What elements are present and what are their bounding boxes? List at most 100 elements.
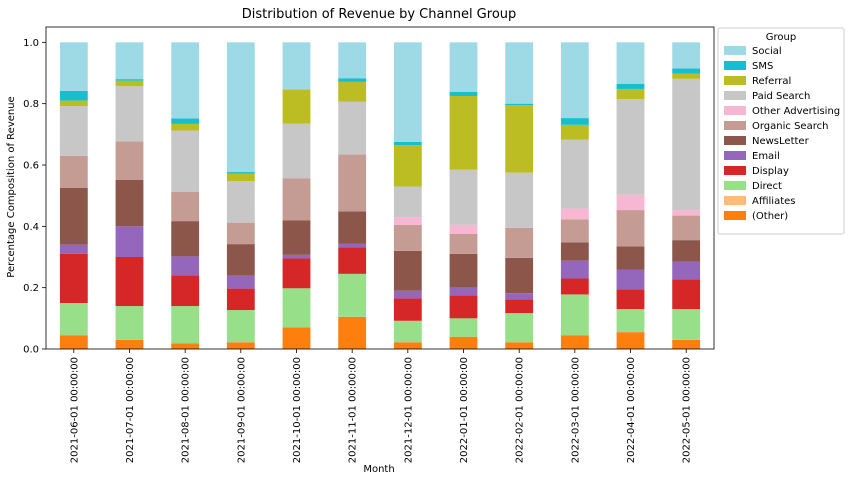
- bar-segment-9-3: [560, 278, 589, 295]
- bar-segment-9-6: [560, 219, 589, 243]
- y-tick-label-3: 0.6: [23, 161, 39, 172]
- legend-title: Group: [766, 32, 796, 43]
- x-tick-label-11: 2022-05-01 00:00:00: [682, 357, 693, 463]
- bar-segment-7-9: [449, 96, 478, 170]
- bar-segment-10-9: [616, 88, 645, 100]
- bar-segment-5-9: [338, 81, 367, 102]
- bar-segment-8-2: [505, 313, 534, 343]
- bar-segment-0-6: [59, 155, 88, 188]
- bar-segment-5-10: [338, 78, 367, 82]
- bar-segment-0-9: [59, 100, 88, 107]
- bar-segment-7-7: [449, 224, 478, 234]
- legend-swatch-0: [724, 46, 746, 55]
- bar-segment-8-4: [505, 293, 534, 300]
- bar-segment-1-9: [115, 80, 144, 87]
- bar-segment-1-6: [115, 141, 144, 180]
- y-tick-label-1: 0.2: [23, 283, 39, 294]
- bar-segment-10-7: [616, 194, 645, 211]
- legend-label-6: NewsLetter: [752, 136, 810, 147]
- legend-label-4: Other Advertising: [752, 106, 840, 117]
- bar-segment-2-2: [171, 306, 200, 344]
- chart-title: Distribution of Revenue by Channel Group: [242, 7, 517, 22]
- bar-segment-3-11: [226, 42, 255, 173]
- legend-swatch-4: [724, 106, 746, 115]
- bar-segment-2-10: [171, 118, 200, 124]
- bar-segment-4-8: [282, 123, 311, 179]
- x-tick-label-3: 2021-09-01 00:00:00: [236, 357, 247, 463]
- bar-segment-1-0: [115, 339, 144, 349]
- y-tick-label-0: 0.0: [23, 345, 39, 356]
- bar-segment-2-4: [171, 256, 200, 276]
- x-axis: 2021-06-01 00:00:00 2021-07-01 00:00:00 20…: [69, 349, 693, 463]
- x-tick-label-4: 2021-10-01 00:00:00: [292, 357, 303, 463]
- bar-segment-11-11: [672, 42, 701, 69]
- bar-segment-3-0: [226, 342, 255, 349]
- bar-segment-7-0: [449, 336, 478, 349]
- bar-segment-2-5: [171, 221, 200, 257]
- bar-segment-10-11: [616, 42, 645, 84]
- bar-segment-0-5: [59, 188, 88, 245]
- bar-segment-3-9: [226, 173, 255, 182]
- bar-segment-8-10: [505, 103, 534, 106]
- bar-segment-4-9: [282, 89, 311, 124]
- legend-swatch-7: [724, 151, 746, 160]
- bar-segment-5-8: [338, 101, 367, 155]
- bar-segment-2-8: [171, 130, 200, 192]
- bar-segment-4-3: [282, 258, 311, 289]
- bar-segment-4-0: [282, 327, 311, 349]
- bar-segment-7-6: [449, 234, 478, 254]
- bar-segment-8-5: [505, 257, 534, 294]
- bar-segment-1-4: [115, 226, 144, 257]
- legend-label-3: Paid Search: [752, 91, 810, 102]
- bar-segment-2-6: [171, 191, 200, 222]
- bar-segment-11-7: [672, 210, 701, 216]
- bar-segment-6-8: [393, 186, 422, 218]
- bar-segment-7-8: [449, 169, 478, 225]
- bar-segment-0-0: [59, 335, 88, 349]
- bar-segment-10-6: [616, 210, 645, 247]
- y-tick-label-4: 0.8: [23, 99, 39, 110]
- legend-label-7: Email: [752, 151, 780, 162]
- bar-segment-0-3: [59, 253, 88, 303]
- bar-segment-5-0: [338, 316, 367, 349]
- bar-segment-7-5: [449, 253, 478, 288]
- bar-segment-4-6: [282, 178, 311, 221]
- legend-swatch-6: [724, 136, 746, 145]
- legend-swatch-2: [724, 76, 746, 85]
- bar-segment-0-4: [59, 244, 88, 254]
- bar-segment-2-3: [171, 275, 200, 307]
- bar-segment-9-5: [560, 242, 589, 261]
- bar-segment-6-2: [393, 320, 422, 343]
- bar-segment-3-2: [226, 310, 255, 343]
- bar-segment-7-11: [449, 42, 478, 93]
- legend-label-2: Referral: [752, 76, 791, 87]
- bar-segment-10-4: [616, 269, 645, 290]
- bar-segment-4-4: [282, 254, 311, 259]
- x-tick-label-8: 2022-02-01 00:00:00: [515, 357, 526, 463]
- legend-swatch-5: [724, 121, 746, 130]
- bar-segment-1-10: [115, 79, 144, 81]
- bar-segment-6-9: [393, 145, 422, 187]
- legend-swatch-3: [724, 91, 746, 100]
- x-tick-label-2: 2021-08-01 00:00:00: [181, 357, 192, 463]
- bar-segment-10-5: [616, 246, 645, 270]
- y-tick-label-2: 0.4: [23, 222, 39, 233]
- bar-segment-9-11: [560, 42, 589, 119]
- x-tick-label-10: 2022-04-01 00:00:00: [626, 357, 637, 463]
- legend-swatch-8: [724, 166, 746, 175]
- legend-swatch-1: [724, 61, 746, 70]
- bar-segment-3-6: [226, 222, 255, 245]
- bar-segment-9-10: [560, 118, 589, 125]
- x-axis-label: Month: [363, 464, 394, 475]
- bar-segment-10-2: [616, 309, 645, 333]
- bar-segment-7-10: [449, 92, 478, 96]
- legend-swatch-11: [724, 211, 746, 220]
- bar-segment-11-5: [672, 240, 701, 262]
- bar-segment-4-2: [282, 288, 311, 328]
- bar-segment-0-10: [59, 90, 88, 101]
- x-tick-label-5: 2021-11-01 00:00:00: [348, 357, 359, 463]
- bar-segment-8-6: [505, 227, 534, 258]
- bar-segment-5-2: [338, 273, 367, 317]
- bar-segment-9-0: [560, 335, 589, 349]
- bar-segment-10-0: [616, 332, 645, 349]
